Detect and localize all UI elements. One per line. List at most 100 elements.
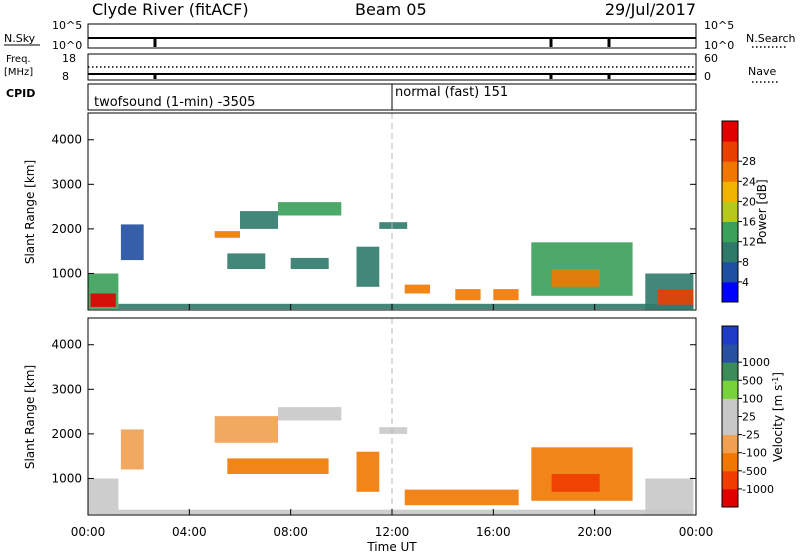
freq-top-label: 18 [62, 52, 76, 65]
mhz-label: [MHz] [4, 67, 33, 78]
power-cbar-swatch-3 [722, 221, 738, 243]
velocity-cbar-swatch-7 [722, 362, 738, 381]
velocity-echo-region-8 [404, 489, 519, 506]
velocity-echo-region-5 [227, 458, 329, 474]
power-ytick-label-0: 1000 [51, 266, 82, 280]
time-tick-label-5: 20:00 [577, 525, 612, 539]
velocity-cbar-tick-label-0: -1000 [742, 483, 774, 496]
velocity-echo-region-7 [379, 427, 408, 434]
time-tick-label-2: 08:00 [273, 525, 308, 539]
power-echo-region-15 [551, 269, 600, 287]
power-cbar-swatch-0 [722, 281, 738, 303]
power-echo-region-10 [379, 222, 408, 229]
beam-title: Beam 05 [355, 0, 427, 19]
velocity-cbar-swatch-5 [722, 398, 738, 417]
velocity-cbar-swatch-0 [722, 488, 738, 508]
velocity-cbar-swatch-2 [722, 452, 738, 472]
power-echo-region-8 [290, 257, 329, 269]
velocity-cbar-label: Velocity [m s-1] [771, 372, 786, 462]
power-cbar-tick-label-2: 12 [742, 236, 756, 249]
velocity-echo-region-11 [645, 478, 694, 515]
velocity-features [88, 407, 694, 515]
power-echo-region-4 [214, 231, 240, 238]
nsky-bot-label: 10^0 [52, 39, 82, 52]
power-cbar-swatch-4 [722, 201, 738, 222]
velocity-cbar-swatch-3 [722, 434, 738, 454]
velocity-cbar-tick-label-6: 500 [742, 374, 763, 387]
time-tick-label-4: 16:00 [476, 525, 511, 539]
power-cbar-swatch-5 [722, 181, 738, 202]
nave-label: Nave [748, 65, 776, 78]
velocity-colorbar: -1000 -500 -100 -25 25 100 500 1000 [721, 325, 774, 508]
velocity-ytick-label-3: 4000 [51, 338, 82, 352]
power-ytick-label-3: 4000 [51, 133, 82, 147]
station-title: Clyde River (fitACF) [92, 0, 249, 19]
nsky-top-label: 10^5 [52, 19, 82, 32]
velocity-cbar-tick-label-2: -100 [742, 447, 767, 460]
power-cbar-swatch-2 [722, 241, 738, 263]
power-cbar-tick-label-4: 20 [742, 195, 756, 208]
freq-spikes [153, 74, 611, 79]
power-cbar-swatch-6 [722, 161, 738, 182]
power-cbar-swatch-8 [722, 121, 738, 142]
velocity-cbar-swatch-9 [722, 326, 738, 345]
power-echo-region-13 [493, 289, 519, 301]
power-echo-region-3 [120, 224, 144, 261]
velocity-cbar-tick-label-1: -500 [742, 465, 767, 478]
time-tick-label-1: 04:00 [172, 525, 207, 539]
velocity-cbar-tick-label-3: -25 [742, 429, 760, 442]
time-tick-label-3: 12:00 [375, 525, 410, 539]
velocity-ytick-label-2: 3000 [51, 382, 82, 396]
power-ytick-label-2: 3000 [51, 177, 82, 191]
nsky-spikes [153, 38, 611, 47]
power-echo-region-2 [118, 303, 694, 310]
power-cbar-tick-label-3: 16 [742, 216, 756, 229]
velocity-echo-region-2 [120, 429, 144, 470]
power-features [88, 202, 694, 310]
power-cbar-tick-label-1: 8 [742, 256, 749, 269]
velocity-cbar-swatch-8 [722, 344, 738, 363]
freq-bot-label: 8 [62, 70, 69, 83]
power-cbar-tick-label-6: 28 [742, 155, 756, 168]
velocity-ytick-label-1: 2000 [51, 427, 82, 441]
power-panel: 1000 2000 3000 4000 Slant Range [km] 4 8 12 16… [23, 112, 769, 311]
velocity-echo-region-3 [214, 416, 278, 443]
nsearch-top-label: 10^5 [704, 19, 734, 32]
velocity-echo-region-0 [88, 478, 119, 515]
time-axis-label: Time UT [366, 540, 417, 554]
velocity-echo-region-1 [118, 509, 694, 515]
velocity-cbar-swatch-4 [722, 416, 738, 436]
power-cbar-frame [721, 120, 739, 303]
velocity-ytick-label-0: 1000 [51, 471, 82, 485]
power-echo-region-12 [455, 289, 481, 301]
nave-bot-label: 0 [704, 70, 711, 83]
velocity-ylabel: Slant Range [km] [23, 365, 37, 469]
power-cbar-tick-label-0: 4 [742, 276, 749, 289]
time-axis-ticks: 00:00 04:00 08:00 12:00 16:00 20:00 00:00 [71, 525, 714, 539]
power-echo-region-11 [404, 284, 430, 294]
cpid-label: CPID [6, 87, 35, 100]
nsearch-bot-label: 10^0 [704, 39, 734, 52]
power-ticks: 1000 2000 3000 4000 [51, 133, 697, 310]
time-tick-label-0: 00:00 [71, 525, 106, 539]
velocity-cbar-tick-label-5: 100 [742, 392, 763, 405]
velocity-echo-region-6 [356, 451, 380, 492]
cpid-mode2: normal (fast) 151 [395, 85, 508, 100]
power-colorbar: 4 8 12 16 20 24 28 [721, 120, 756, 303]
velocity-cbar-tick-label-4: 25 [742, 411, 756, 424]
power-echo-region-6 [278, 202, 342, 216]
velocity-echo-region-4 [278, 407, 342, 421]
time-tick-label-6: 00:00 [679, 525, 714, 539]
power-ylabel: Slant Range [km] [23, 160, 37, 264]
power-echo-region-9 [356, 246, 380, 287]
freq-label: Freq. [6, 54, 31, 65]
cpid-mode1: twofsound (1-min) -3505 [94, 95, 255, 110]
power-cbar-tick-label-5: 24 [742, 175, 756, 188]
power-cbar-swatch-1 [722, 261, 738, 283]
power-ytick-label-1: 2000 [51, 222, 82, 236]
velocity-cbar-tick-label-7: 1000 [742, 356, 770, 369]
nave-top-label: 60 [704, 52, 718, 65]
power-echo-region-5 [240, 211, 278, 229]
